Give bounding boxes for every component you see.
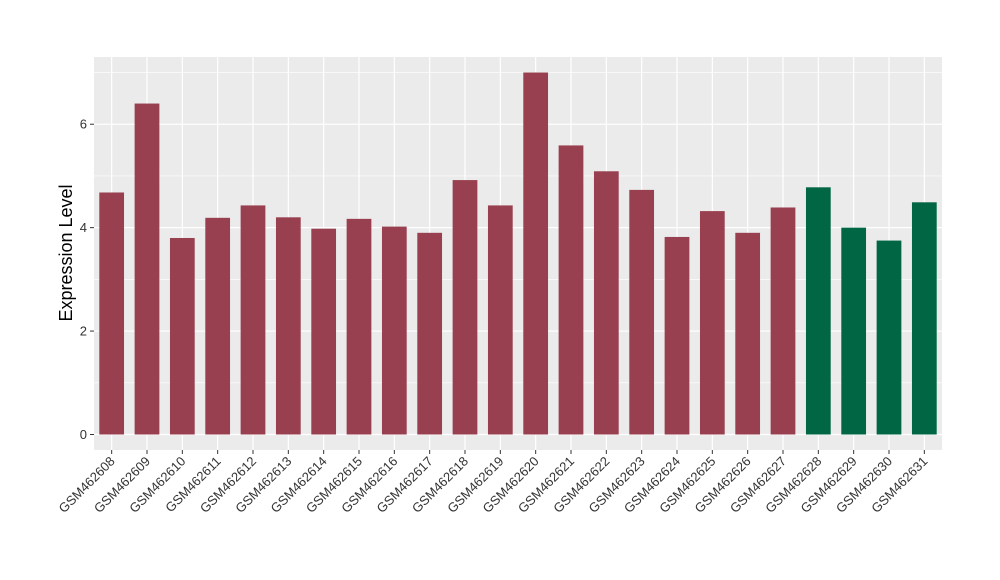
bar-GSM462613 (275, 217, 301, 435)
bar-GSM462620 (523, 72, 549, 435)
bar-GSM462623 (629, 189, 655, 435)
bar-GSM462614 (311, 228, 337, 435)
bars (99, 72, 937, 435)
bar-GSM462622 (593, 171, 619, 435)
y-tick-label: 4 (80, 220, 87, 235)
bar-GSM462618 (452, 180, 478, 435)
bar-GSM462612 (240, 205, 266, 435)
y-axis: 0 2 4 6 (80, 117, 94, 442)
bar-GSM462621 (558, 145, 584, 435)
bar-GSM462628 (805, 187, 831, 435)
bar-GSM462624 (664, 236, 690, 435)
bar-GSM462610 (169, 237, 195, 435)
bar-GSM462617 (417, 232, 443, 435)
y-tick-label: 2 (80, 324, 87, 339)
bar-GSM462627 (770, 207, 796, 435)
bar-GSM462626 (735, 232, 761, 435)
bar-GSM462609 (134, 103, 160, 435)
bar-GSM462631 (911, 202, 937, 435)
bar-GSM462625 (699, 211, 725, 435)
plot-panel (94, 57, 942, 450)
bar-GSM462608 (99, 192, 125, 435)
grid-minor (94, 72, 942, 384)
y-tick-label: 0 (80, 427, 87, 442)
bar-GSM462630 (876, 240, 902, 435)
y-axis-label: Expression Level (56, 184, 76, 321)
bar-GSM462616 (381, 226, 407, 435)
bar-GSM462611 (205, 217, 231, 435)
bar-GSM462615 (346, 218, 372, 435)
bar-GSM462619 (487, 205, 513, 435)
x-axis: GSM462608GSM462609GSM462610GSM462611GSM4… (56, 450, 930, 516)
y-tick-label: 6 (80, 117, 87, 132)
bar-GSM462629 (841, 227, 867, 435)
